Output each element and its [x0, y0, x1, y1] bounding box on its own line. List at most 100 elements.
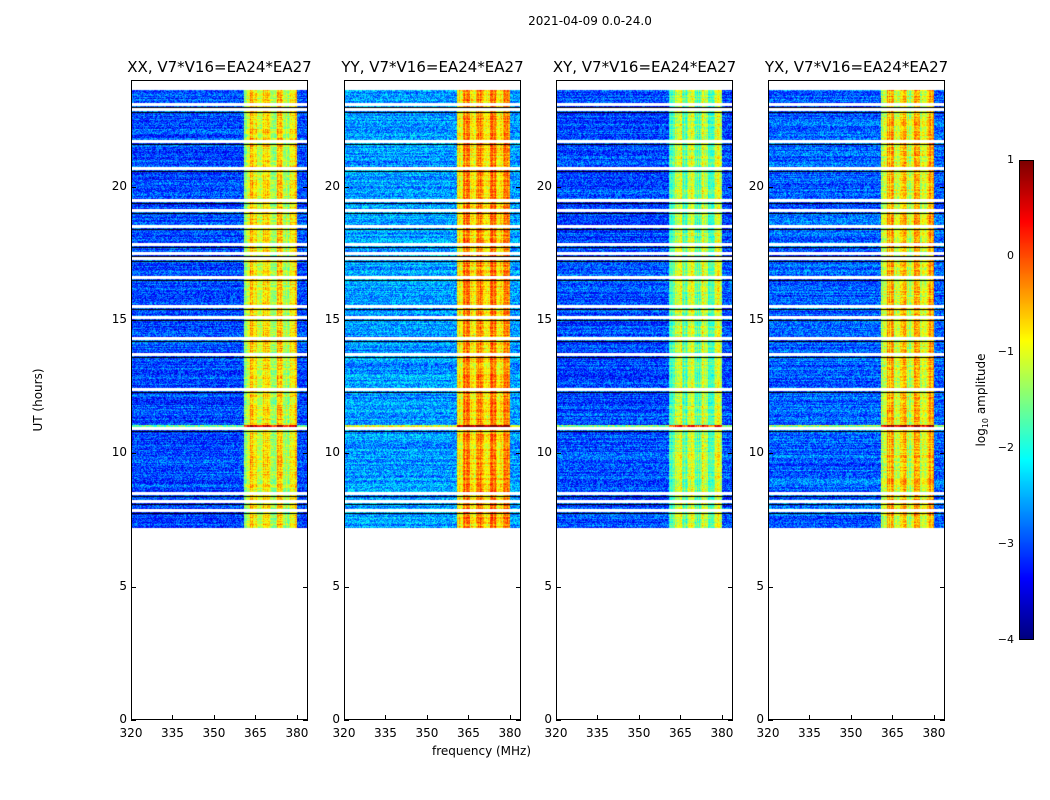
- y-tick-mark: [303, 720, 308, 721]
- colorbar-tick-label: 1: [1007, 153, 1014, 166]
- x-tick-label: 365: [669, 726, 692, 740]
- y-tick-mark: [768, 186, 773, 188]
- y-tick-label: 5: [544, 578, 552, 593]
- x-axis-label: frequency (MHz): [432, 744, 532, 758]
- x-tick-mark: [809, 715, 811, 720]
- x-tick-label: 335: [374, 726, 397, 740]
- y-tick-mark: [556, 586, 561, 588]
- y-tick-mark: [728, 186, 733, 188]
- x-tick-mark: [296, 715, 298, 720]
- y-tick-mark: [131, 720, 136, 721]
- y-tick-mark: [131, 586, 136, 588]
- x-tick-mark: [344, 715, 345, 720]
- panel-2: XY, V7*V16=EA24*EA27 0 5 10 15 20 320 335 350 365…: [537, 58, 736, 740]
- x-tick-label: 320: [332, 726, 356, 740]
- x-tick-mark: [597, 715, 599, 720]
- y-tick-label: 0: [332, 712, 340, 726]
- x-tick-mark: [933, 715, 935, 720]
- y-tick-label: 10: [536, 445, 552, 460]
- y-tick-mark: [768, 586, 773, 588]
- y-tick-mark: [940, 720, 945, 721]
- y-tick-mark: [940, 586, 945, 588]
- x-tick-mark: [426, 715, 428, 720]
- y-tick-mark: [556, 320, 561, 321]
- x-tick-label: 320: [756, 726, 780, 740]
- x-tick-mark: [680, 715, 682, 720]
- panel-title: YX, V7*V16=EA24*EA27: [764, 58, 949, 76]
- figure-title: 2021-04-09 0.0-24.0: [528, 14, 652, 28]
- y-tick-mark: [940, 186, 945, 188]
- colorbar-label: log10 amplitude: [973, 353, 991, 447]
- heatmap-image: [556, 80, 733, 720]
- y-tick-mark: [516, 586, 521, 588]
- y-tick-mark: [768, 320, 773, 321]
- x-tick-label: 350: [839, 726, 863, 740]
- x-tick-mark: [638, 715, 640, 720]
- x-tick-mark: [172, 715, 174, 720]
- x-tick-mark: [768, 715, 769, 720]
- y-tick-label: 15: [536, 312, 552, 326]
- y-tick-mark: [940, 320, 945, 321]
- x-tick-label: 320: [119, 726, 143, 740]
- y-tick-label: 20: [748, 178, 764, 193]
- colorbar-tick-label: 0: [1007, 249, 1014, 262]
- y-axis-label: UT (hours): [31, 368, 45, 432]
- heatmap-image: [768, 80, 945, 720]
- y-tick-mark: [516, 186, 521, 188]
- colorbar-tick-label: −2: [997, 441, 1014, 454]
- y-tick-mark: [131, 186, 136, 188]
- y-tick-label: 5: [332, 578, 340, 593]
- y-tick-label: 5: [119, 578, 127, 593]
- x-tick-mark: [850, 715, 852, 720]
- y-tick-label: 10: [111, 445, 127, 460]
- x-tick-label: 380: [922, 726, 946, 740]
- x-tick-mark: [509, 715, 511, 720]
- y-tick-mark: [728, 720, 733, 721]
- y-tick-mark: [303, 320, 308, 321]
- y-tick-mark: [556, 186, 561, 188]
- y-tick-mark: [768, 453, 773, 455]
- y-tick-mark: [556, 453, 561, 455]
- y-tick-mark: [131, 320, 136, 321]
- colorbar-tick-label: −1: [997, 345, 1014, 358]
- y-tick-label: 20: [111, 178, 127, 193]
- y-tick-mark: [728, 320, 733, 321]
- panel-1: YY, V7*V16=EA24*EA27 0 5 10 15 20 320 335 350 365…: [325, 58, 524, 740]
- y-tick-mark: [728, 586, 733, 588]
- x-tick-label: 380: [710, 726, 734, 740]
- y-tick-mark: [303, 186, 308, 188]
- panel-0: XX, V7*V16=EA24*EA27 0 5 10 15 20 320 335 350 365…: [112, 58, 312, 740]
- x-tick-mark: [213, 715, 215, 720]
- panel-3: YX, V7*V16=EA24*EA27 0 5 10 15 20 320 335 350 365…: [749, 58, 948, 740]
- y-tick-label: 20: [324, 178, 340, 193]
- y-tick-mark: [516, 320, 521, 321]
- y-tick-label: 0: [756, 712, 764, 726]
- y-tick-mark: [768, 720, 773, 721]
- y-tick-mark: [344, 186, 349, 188]
- x-tick-label: 335: [798, 726, 821, 740]
- y-tick-mark: [940, 453, 945, 455]
- y-tick-label: 15: [324, 312, 340, 326]
- x-tick-label: 350: [627, 726, 651, 740]
- y-tick-label: 20: [536, 178, 552, 193]
- x-tick-label: 380: [498, 726, 522, 740]
- y-tick-mark: [556, 720, 561, 721]
- colorbar-tick-label: −3: [997, 537, 1014, 550]
- x-tick-mark: [892, 715, 894, 720]
- x-tick-label: 365: [881, 726, 904, 740]
- y-tick-mark: [516, 453, 521, 455]
- y-tick-mark: [303, 453, 308, 455]
- y-tick-label: 10: [324, 445, 340, 460]
- panel-title: XY, V7*V16=EA24*EA27: [552, 58, 737, 76]
- x-tick-label: 335: [586, 726, 609, 740]
- panel-title: YY, V7*V16=EA24*EA27: [341, 58, 524, 76]
- x-tick-label: 335: [161, 726, 184, 740]
- heatmap-image: [131, 80, 308, 720]
- colorbar-tick-label: −4: [997, 633, 1014, 646]
- x-tick-label: 365: [457, 726, 480, 740]
- x-tick-label: 350: [415, 726, 439, 740]
- x-tick-mark: [385, 715, 387, 720]
- y-tick-mark: [344, 320, 349, 321]
- x-tick-label: 350: [202, 726, 226, 740]
